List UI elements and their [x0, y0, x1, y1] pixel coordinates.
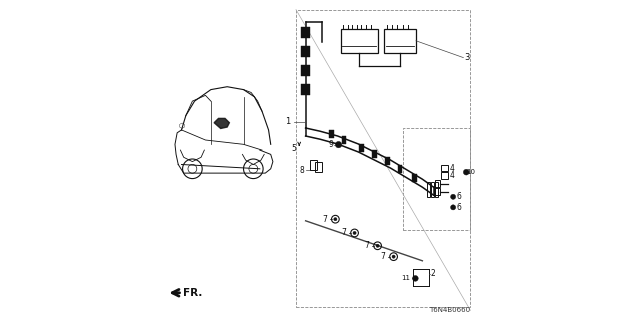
Bar: [435, 188, 440, 195]
Circle shape: [413, 276, 419, 281]
Circle shape: [392, 255, 396, 258]
Text: 5: 5: [292, 144, 297, 153]
Bar: [435, 180, 440, 187]
Circle shape: [334, 218, 337, 221]
Bar: [441, 165, 448, 171]
Circle shape: [376, 244, 380, 247]
Circle shape: [353, 231, 356, 235]
Text: 1: 1: [285, 117, 291, 126]
Bar: [435, 182, 438, 197]
Bar: [431, 182, 434, 197]
Polygon shape: [214, 118, 229, 129]
Text: 7: 7: [365, 241, 370, 250]
Bar: [441, 172, 448, 179]
Bar: [385, 157, 390, 165]
Text: 3: 3: [464, 53, 469, 62]
Text: ⬡: ⬡: [179, 123, 184, 129]
Text: T6N4B0660: T6N4B0660: [429, 308, 470, 313]
Text: 4: 4: [449, 171, 454, 180]
Bar: [301, 84, 310, 95]
Bar: [342, 136, 346, 144]
Bar: [296, 10, 470, 307]
Circle shape: [451, 194, 456, 199]
Bar: [372, 150, 377, 158]
Bar: [315, 162, 322, 172]
Bar: [340, 29, 378, 53]
Bar: [310, 160, 317, 170]
Bar: [359, 144, 364, 152]
Text: 2: 2: [431, 269, 435, 278]
Circle shape: [463, 169, 469, 175]
Bar: [397, 165, 403, 173]
Bar: [329, 130, 333, 138]
Bar: [301, 65, 310, 76]
Bar: [412, 173, 417, 182]
Text: 4: 4: [449, 164, 454, 172]
Text: 10: 10: [467, 169, 476, 175]
Text: 7: 7: [381, 252, 385, 261]
Circle shape: [451, 205, 456, 210]
Text: 9: 9: [328, 140, 333, 149]
Circle shape: [335, 141, 342, 148]
Text: FR.: FR.: [183, 288, 202, 298]
Bar: [428, 182, 430, 197]
Text: 8: 8: [300, 166, 305, 175]
Text: 6: 6: [456, 203, 461, 212]
Text: 7: 7: [342, 228, 347, 237]
Text: 6: 6: [456, 192, 461, 201]
Text: 7: 7: [323, 215, 328, 224]
Bar: [403, 128, 470, 230]
Text: 11: 11: [401, 276, 410, 281]
Bar: [301, 27, 310, 38]
Bar: [384, 29, 416, 53]
Bar: [301, 46, 310, 57]
